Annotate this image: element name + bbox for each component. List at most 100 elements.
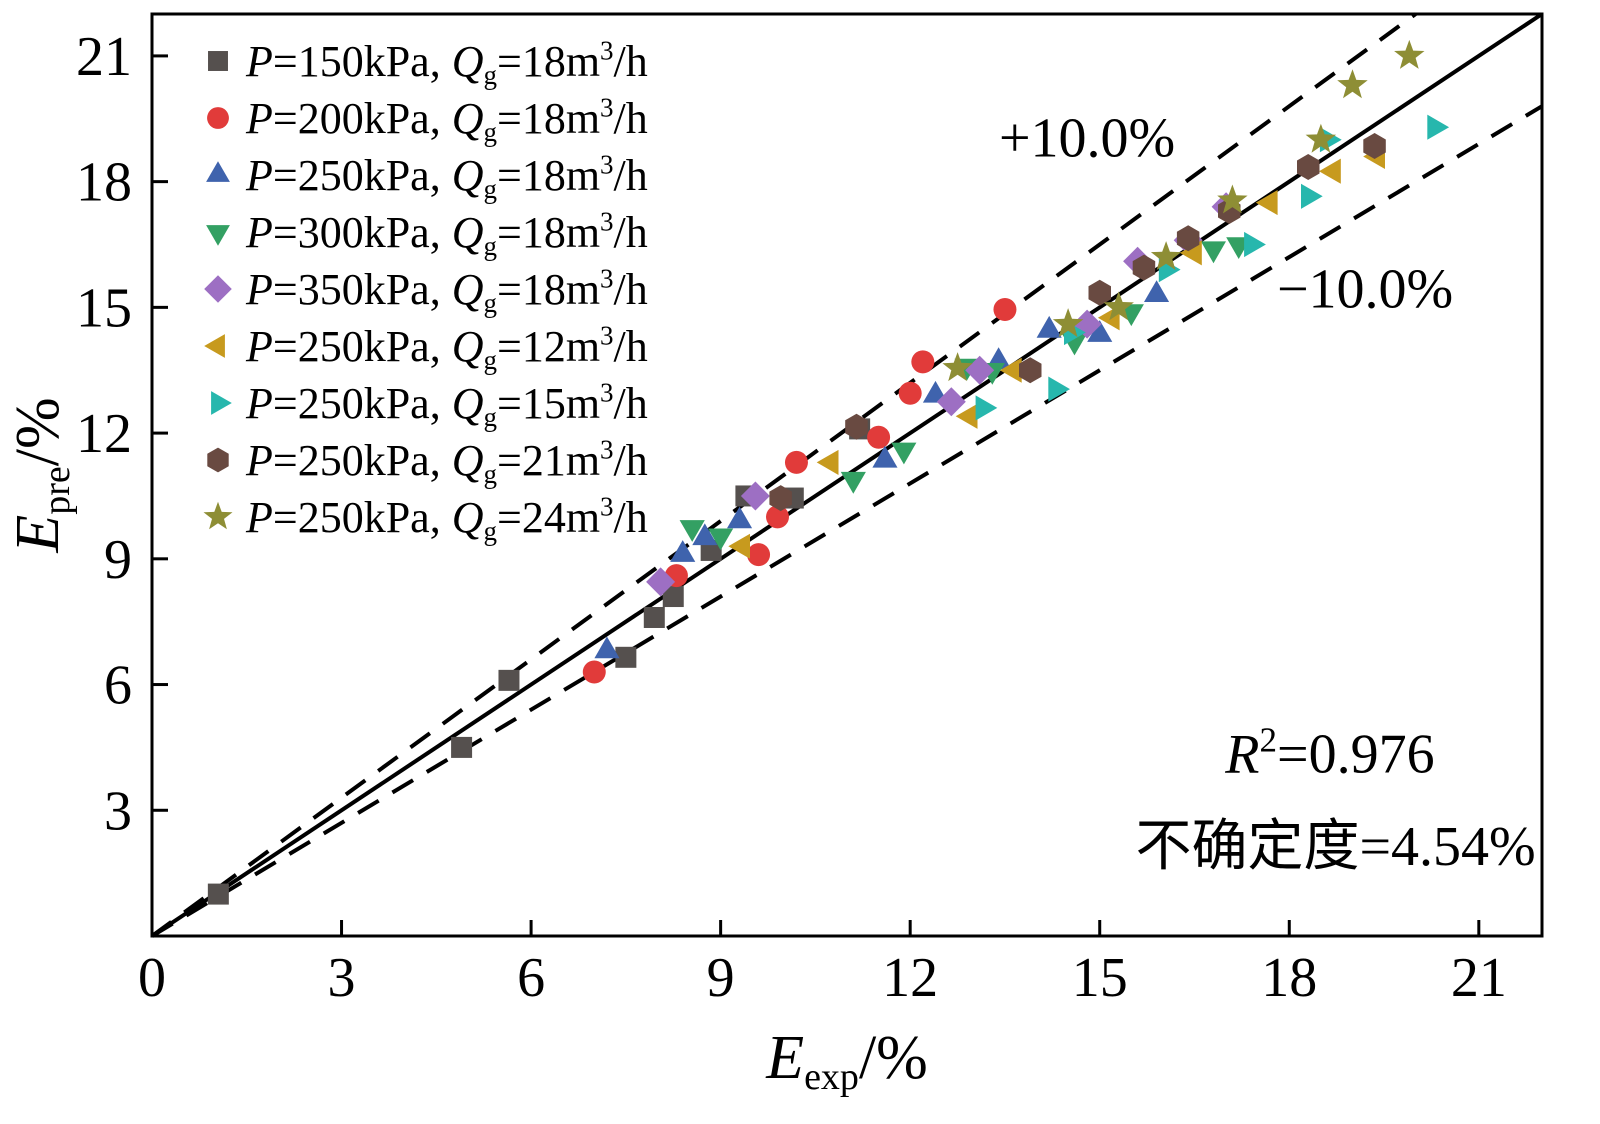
annotation-4: 不确定度=4.54% (1135, 816, 1535, 878)
star-legend-marker (203, 501, 233, 530)
x-tick-label: 3 (328, 947, 356, 1009)
data-point (1144, 280, 1170, 302)
data-point (1319, 158, 1341, 184)
x-tick-label: 18 (1261, 947, 1317, 1009)
data-point (872, 445, 898, 468)
legend-item (211, 391, 232, 415)
data-point (747, 543, 771, 567)
data-point (1301, 183, 1323, 209)
legend-item (206, 225, 230, 246)
triangle-up-legend-marker (206, 161, 230, 182)
data-point (498, 669, 520, 691)
data-point (207, 883, 229, 905)
data-point (1305, 123, 1337, 153)
y-tick-label: 3 (104, 780, 132, 842)
data-point (662, 586, 684, 608)
legend-label: P=300kPa, Qg=18m3/h (245, 206, 648, 261)
data-point (1394, 39, 1425, 69)
x-tick-label: 21 (1451, 947, 1507, 1009)
data-point (911, 350, 935, 374)
data-point (582, 660, 606, 684)
legend-item (207, 107, 229, 129)
data-point (594, 636, 620, 659)
data-point (1052, 308, 1084, 338)
data-point (942, 352, 973, 382)
triangle-right-legend-marker (211, 391, 232, 415)
data-point (451, 736, 473, 758)
circle-legend-marker (207, 107, 229, 129)
data-point (1255, 190, 1278, 216)
data-point (1087, 320, 1113, 342)
data-point (728, 533, 750, 559)
x-tick-label: 0 (138, 947, 166, 1009)
data-point (1048, 376, 1070, 402)
y-tick-label: 18 (76, 152, 132, 214)
annotation-3: R2=0.976 (1224, 720, 1434, 785)
legend-item (206, 161, 230, 182)
legend-label: P=250kPa, Qg=21m3/h (245, 434, 648, 489)
data-point (766, 505, 789, 529)
data-point (936, 387, 966, 417)
data-point (1337, 69, 1368, 99)
annotation-2: −10.0% (1277, 258, 1453, 320)
y-tick-label: 6 (104, 655, 132, 717)
data-point (1176, 225, 1200, 252)
legend-item (208, 51, 228, 71)
data-point (1019, 357, 1042, 384)
data-point (816, 449, 839, 475)
y-tick-label: 21 (76, 26, 132, 88)
data-point (700, 539, 722, 561)
data-point (955, 403, 978, 429)
series-8 (769, 133, 1386, 512)
plus10-line (150, 12, 1417, 938)
x-tick-label: 9 (707, 947, 735, 1009)
data-point (840, 471, 866, 494)
data-point (1363, 133, 1386, 159)
legend-label: P=250kPa, Qg=15m3/h (245, 377, 648, 432)
data-point (1088, 279, 1111, 306)
data-point (740, 481, 770, 511)
y-tick-label: 12 (76, 403, 132, 465)
data-point (769, 485, 792, 512)
y-axis-label: Epre/% (4, 397, 78, 553)
data-point (891, 442, 917, 465)
series-9 (942, 39, 1425, 382)
data-point (898, 381, 922, 405)
data-point (727, 506, 753, 529)
data-point (784, 450, 808, 474)
data-point (1132, 254, 1156, 281)
data-point (965, 355, 995, 385)
y-tick-label: 15 (76, 277, 132, 339)
data-point (1180, 240, 1202, 266)
annotation-1: +10.0% (999, 107, 1175, 169)
legend-item (207, 447, 229, 473)
data-point (646, 567, 676, 597)
data-point (975, 395, 998, 421)
legend (203, 51, 233, 530)
data-point (1217, 184, 1248, 214)
data-point (999, 357, 1022, 383)
legend-label: P=250kPa, Qg=24m3/h (245, 491, 648, 546)
data-point (643, 606, 665, 628)
data-point (1427, 114, 1450, 140)
series-2 (582, 297, 1017, 684)
plot-frame (150, 12, 1544, 938)
triangle-down-legend-marker (206, 225, 230, 246)
square-legend-marker (208, 51, 228, 71)
x-tick-label: 15 (1072, 947, 1128, 1009)
x-axis-label: Eexp/% (765, 1024, 928, 1098)
x-tick-label: 12 (882, 947, 938, 1009)
data-point (1244, 231, 1266, 258)
data-point (1103, 291, 1134, 321)
data-point (1036, 315, 1062, 338)
data-point (615, 646, 637, 668)
legend-label: P=250kPa, Qg=18m3/h (245, 149, 648, 204)
legend-label: P=250kPa, Qg=12m3/h (245, 320, 648, 375)
data-point (708, 528, 734, 551)
legend-item (204, 334, 225, 358)
data-point (1297, 154, 1320, 180)
legend-label: P=350kPa, Qg=18m3/h (245, 263, 648, 318)
data-point (993, 297, 1017, 321)
